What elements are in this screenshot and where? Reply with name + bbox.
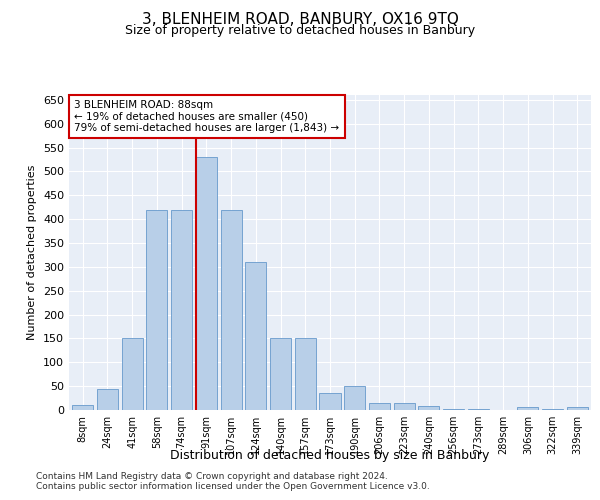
Bar <box>542 409 563 410</box>
Bar <box>295 338 316 410</box>
Bar <box>171 210 192 410</box>
Text: Contains public sector information licensed under the Open Government Licence v3: Contains public sector information licen… <box>36 482 430 491</box>
Text: 3, BLENHEIM ROAD, BANBURY, OX16 9TQ: 3, BLENHEIM ROAD, BANBURY, OX16 9TQ <box>142 12 458 28</box>
Text: Size of property relative to detached houses in Banbury: Size of property relative to detached ho… <box>125 24 475 37</box>
Bar <box>319 394 341 410</box>
Bar <box>394 403 415 410</box>
Bar <box>369 403 390 410</box>
Bar <box>245 262 266 410</box>
Text: Contains HM Land Registry data © Crown copyright and database right 2024.: Contains HM Land Registry data © Crown c… <box>36 472 388 481</box>
Y-axis label: Number of detached properties: Number of detached properties <box>28 165 37 340</box>
Bar <box>122 338 143 410</box>
Bar <box>270 338 291 410</box>
Text: Distribution of detached houses by size in Banbury: Distribution of detached houses by size … <box>170 448 490 462</box>
Text: 3 BLENHEIM ROAD: 88sqm
← 19% of detached houses are smaller (450)
79% of semi-de: 3 BLENHEIM ROAD: 88sqm ← 19% of detached… <box>74 100 340 133</box>
Bar <box>97 388 118 410</box>
Bar <box>468 409 489 410</box>
Bar <box>344 386 365 410</box>
Bar <box>72 405 93 410</box>
Bar <box>567 406 588 410</box>
Bar <box>146 210 167 410</box>
Bar <box>196 157 217 410</box>
Bar <box>418 406 439 410</box>
Bar <box>221 210 242 410</box>
Bar <box>517 406 538 410</box>
Bar <box>443 408 464 410</box>
